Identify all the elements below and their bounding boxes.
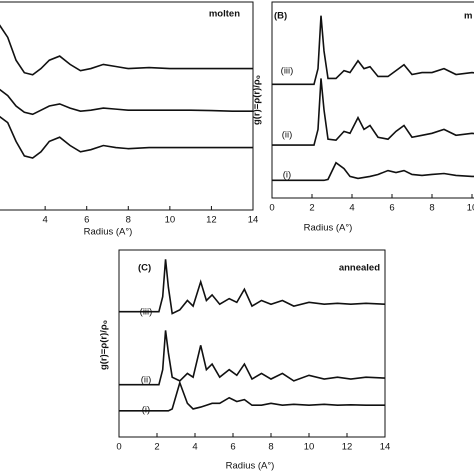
x-tick-label: 14 <box>248 215 259 226</box>
x-tick-label: 8 <box>126 215 131 226</box>
curve <box>119 259 385 315</box>
curve-label: (iii) <box>140 307 153 318</box>
curve <box>119 380 385 412</box>
x-axis-label: Radius (A°) <box>226 461 275 472</box>
panel-title: molten <box>209 9 240 20</box>
x-tick-label: 0 <box>269 203 274 214</box>
x-tick-label: 6 <box>230 442 235 453</box>
plot-frame <box>0 1 254 211</box>
curve <box>272 15 474 86</box>
x-tick-label: 14 <box>380 442 391 453</box>
x-tick-label: 10 <box>467 203 474 214</box>
x-tick-label: 12 <box>206 215 217 226</box>
curve <box>0 88 253 116</box>
curve-label: (i) <box>283 170 291 181</box>
panel: 0 2 4 6 8 10 12 14 Radius (A°) g(r)=ρ(r)/ρ₀ anneal… <box>99 249 391 472</box>
panel: 4 6 8 10 12 14 Radius (A°) molten <box>0 1 259 238</box>
panel-label: (B) <box>274 11 287 22</box>
curve <box>0 24 253 76</box>
curve <box>272 161 474 182</box>
y-axis-label: g(r)=ρ(r)/ρ₀ <box>252 75 263 125</box>
x-tick-label: 6 <box>389 203 394 214</box>
y-axis-label: g(r)=ρ(r)/ρ₀ <box>99 320 110 370</box>
x-tick-label: 4 <box>42 215 47 226</box>
plot-frame <box>118 249 386 438</box>
x-tick-label: 12 <box>342 442 353 453</box>
curve-label: (ii) <box>282 130 293 141</box>
x-tick-label: 4 <box>192 442 197 453</box>
curve-label: (ii) <box>141 375 152 386</box>
x-tick-label: 0 <box>116 442 121 453</box>
x-tick-label: 6 <box>84 215 89 226</box>
x-tick-label: 2 <box>154 442 159 453</box>
x-axis-label: Radius (A°) <box>84 227 133 238</box>
x-tick-label: 2 <box>309 203 314 214</box>
x-tick-label: 8 <box>268 442 273 453</box>
x-axis-label: Radius (A°) <box>304 223 353 234</box>
x-tick-label: 10 <box>165 215 176 226</box>
curve-label: (iii) <box>281 66 294 77</box>
curve-label: (i) <box>142 405 150 416</box>
x-tick-label: 8 <box>429 203 434 214</box>
x-tick-label: 4 <box>349 203 354 214</box>
panel-label: (C) <box>138 263 151 274</box>
curve <box>0 115 253 159</box>
curve <box>272 78 474 146</box>
panel-title: m <box>464 11 472 22</box>
panel-title: annealed <box>339 263 380 274</box>
panel: 0 2 4 6 8 10 Radius (A°) g(r)=ρ(r)/ρ₀ m (B) (iii) (… <box>252 1 474 234</box>
plot-frame <box>271 1 474 199</box>
curve <box>119 330 385 386</box>
x-tick-label: 10 <box>304 442 315 453</box>
